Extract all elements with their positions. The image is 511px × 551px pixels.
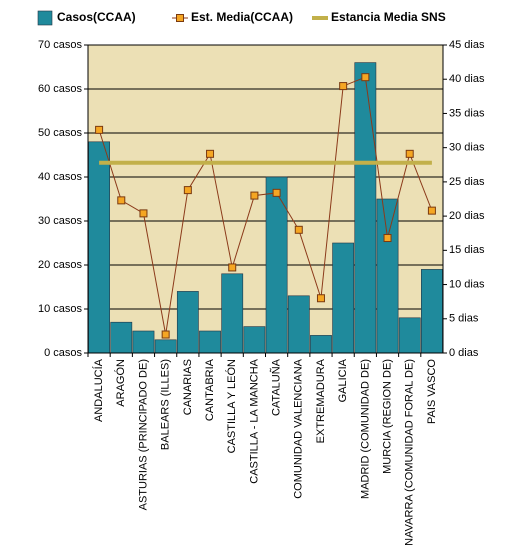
x-tick-label: EXTREMADURA <box>315 358 327 443</box>
marker <box>339 82 348 91</box>
y2-tick-label: 5 dias <box>449 313 479 325</box>
y2-tick-label: 10 dias <box>449 278 485 290</box>
y2-tick-label: 25 dias <box>449 176 485 188</box>
marker <box>427 206 436 215</box>
x-tick-label: CANARIAS <box>182 359 194 415</box>
y-tick-label: 0 casos <box>44 347 82 359</box>
bar <box>265 176 288 354</box>
bar <box>176 291 199 354</box>
marker <box>316 294 325 303</box>
marker <box>117 196 126 205</box>
y-tick-label: 50 casos <box>38 127 83 139</box>
y-tick-label: 30 casos <box>38 215 83 227</box>
x-tick-label: ANDALUCÍA <box>92 358 105 422</box>
bar <box>110 321 133 354</box>
marker <box>405 149 414 158</box>
marker <box>294 225 303 234</box>
x-tick-label: CASTILLA - LA MANCHA <box>248 358 260 483</box>
x-tick-label: COMUNIDAD VALENCIANA <box>293 358 305 498</box>
bar <box>88 141 110 354</box>
marker <box>361 73 370 82</box>
x-tick-label: CANTABRIA <box>204 358 216 421</box>
y2-tick-label: 0 dias <box>449 347 479 359</box>
series-line <box>98 76 433 335</box>
y2-tick-label: 15 dias <box>449 244 485 256</box>
marker <box>139 209 148 218</box>
marker <box>383 234 392 243</box>
bar <box>287 295 310 354</box>
x-tick-label: BALEARS (ILLES) <box>160 359 172 450</box>
y-tick-label: 10 casos <box>38 303 83 315</box>
marker <box>250 191 259 200</box>
x-tick-label: PAIS VASCO <box>426 359 438 424</box>
bar <box>421 269 443 354</box>
x-tick-label: CASTILLA Y LEÓN <box>225 359 238 453</box>
bar <box>354 62 377 354</box>
marker <box>161 330 170 339</box>
y-tick-label: 40 casos <box>38 171 83 183</box>
legend-label: Estancia Media SNS <box>331 10 446 24</box>
legend-label: Casos(CCAA) <box>57 10 136 24</box>
bar <box>221 273 244 354</box>
bar <box>310 335 332 354</box>
y2-tick-label: 30 dias <box>449 142 485 154</box>
bar <box>376 198 399 354</box>
marker <box>206 149 215 158</box>
bar <box>132 330 155 354</box>
x-tick-label: MURCIA (REGION DE) <box>381 359 393 474</box>
x-tick-label: GALICIA <box>337 358 349 402</box>
legend-swatch <box>37 10 53 26</box>
bar <box>332 242 355 354</box>
y-tick-label: 20 casos <box>38 259 83 271</box>
y2-tick-label: 35 dias <box>449 107 485 119</box>
marker <box>272 188 281 197</box>
x-tick-label: ASTURIAS (PRINCIPADO DE) <box>137 359 149 510</box>
bar <box>243 326 266 354</box>
x-tick-label: ARAGÓN <box>114 359 127 407</box>
y2-tick-label: 40 dias <box>449 73 485 85</box>
legend-label: Est. Media(CCAA) <box>191 10 293 24</box>
y2-tick-label: 20 dias <box>449 210 485 222</box>
y-tick-label: 70 casos <box>38 39 83 51</box>
x-tick-label: NAVARRA (COMUNIDAD FORAL DE) <box>404 359 416 546</box>
bar <box>398 317 421 354</box>
marker <box>228 263 237 272</box>
x-tick-label: CATALUÑA <box>270 358 283 416</box>
x-tick-label: MADRID (COMUNIDAD DE) <box>359 359 371 499</box>
y-tick-label: 60 casos <box>38 83 83 95</box>
bar <box>154 339 177 354</box>
marker <box>183 186 192 195</box>
y2-tick-label: 45 dias <box>449 39 485 51</box>
bar <box>199 330 221 354</box>
marker <box>95 125 104 134</box>
legend-marker <box>176 14 184 22</box>
